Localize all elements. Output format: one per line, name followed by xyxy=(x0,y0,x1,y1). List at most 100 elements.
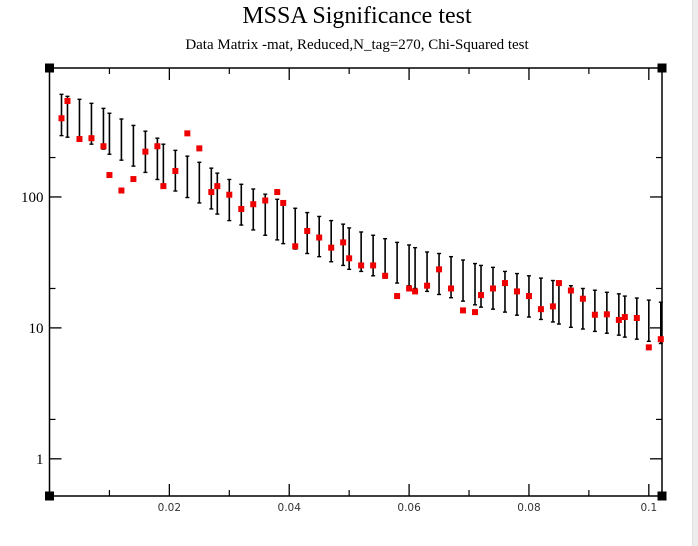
data-point xyxy=(591,311,598,318)
error-bar xyxy=(461,259,466,302)
y-tick-label: 10 xyxy=(29,321,44,337)
data-point xyxy=(106,172,113,179)
data-point xyxy=(58,115,65,122)
data-point xyxy=(525,293,532,300)
axis-tick-labels: 0.02 0.04 0.06 0.08 0.1 1 10 100 xyxy=(21,190,657,514)
error-bar xyxy=(251,188,256,231)
data-point xyxy=(184,130,191,137)
resize-handle[interactable] xyxy=(657,491,667,501)
data-point xyxy=(118,187,125,194)
error-bar xyxy=(550,279,555,323)
data-point xyxy=(76,136,83,143)
data-point xyxy=(160,183,167,190)
data-point xyxy=(412,288,419,295)
data-point xyxy=(448,285,455,292)
x-tick-label: 0.04 xyxy=(278,502,302,514)
data-point xyxy=(196,145,203,152)
x-tick-label: 0.08 xyxy=(517,502,540,514)
data-point xyxy=(292,243,299,250)
data-point xyxy=(645,344,652,351)
data-point xyxy=(214,183,221,190)
data-point xyxy=(88,135,95,142)
resize-handle[interactable] xyxy=(45,491,54,501)
axes-frame xyxy=(48,67,663,497)
data-point xyxy=(316,234,323,241)
error-bar xyxy=(161,143,166,186)
data-point xyxy=(657,336,664,343)
data-point xyxy=(208,189,215,196)
error-bar xyxy=(185,155,190,199)
data-point xyxy=(358,262,365,269)
error-bar xyxy=(59,93,64,137)
error-bar xyxy=(413,246,418,290)
data-point xyxy=(64,97,71,104)
data-point xyxy=(436,266,443,273)
data-point xyxy=(615,316,622,323)
error-bar xyxy=(209,167,214,210)
error-bar xyxy=(281,201,286,245)
error-bar xyxy=(538,277,543,321)
y-tick-label: 100 xyxy=(21,190,44,206)
resize-handle[interactable] xyxy=(657,63,667,73)
y-tick-label: 1 xyxy=(36,452,44,468)
data-point xyxy=(579,295,586,302)
data-point xyxy=(555,280,562,287)
error-bar xyxy=(329,219,334,263)
data-point xyxy=(489,285,496,292)
error-bar xyxy=(347,227,352,271)
error-bar xyxy=(227,178,232,222)
error-bar xyxy=(592,289,597,333)
data-point xyxy=(460,307,467,314)
data-point xyxy=(328,244,335,251)
data-point xyxy=(394,293,401,300)
resize-handle[interactable] xyxy=(45,63,54,73)
error-bar xyxy=(119,118,124,161)
data-point xyxy=(633,314,640,321)
data-point xyxy=(130,176,137,183)
x-tick-label: 0.06 xyxy=(397,502,421,514)
error-bar xyxy=(437,252,442,296)
chart-subtitle: Data Matrix -mat, Reduced,N_tag=270, Chi… xyxy=(185,37,529,53)
data-point xyxy=(172,167,179,174)
data-point xyxy=(346,255,353,262)
data-point xyxy=(304,227,311,234)
data-point xyxy=(478,292,485,299)
error-bar xyxy=(77,98,82,140)
data-point xyxy=(238,205,245,212)
error-bar xyxy=(556,282,561,325)
data-point xyxy=(406,285,413,292)
error-bar xyxy=(646,299,651,342)
error-bar xyxy=(473,262,478,306)
error-bar xyxy=(275,198,280,241)
window-edge-scrollbar[interactable] xyxy=(692,0,698,546)
error-bar xyxy=(449,255,454,299)
data-point xyxy=(274,189,281,196)
error-bar xyxy=(371,234,376,277)
data-point xyxy=(382,272,389,279)
error-bar xyxy=(293,207,298,250)
data-point xyxy=(549,303,556,310)
data-point xyxy=(154,143,161,150)
data-point xyxy=(513,288,520,295)
error-bar xyxy=(502,270,507,313)
error-bar xyxy=(101,107,106,150)
x-tick-label: 0.02 xyxy=(158,502,181,514)
data-point xyxy=(537,306,544,313)
data-point xyxy=(250,201,257,208)
data-point xyxy=(100,143,107,150)
selection-handles[interactable] xyxy=(45,63,667,501)
data-point xyxy=(142,148,149,155)
error-bar xyxy=(197,161,202,204)
data-point xyxy=(424,282,431,289)
data-point xyxy=(621,314,628,321)
data-point xyxy=(567,287,574,294)
data-point xyxy=(370,262,377,269)
error-bars-series xyxy=(59,93,663,345)
error-bar xyxy=(395,241,400,284)
error-bar xyxy=(580,287,585,330)
error-bar xyxy=(107,112,112,155)
axis-ticks xyxy=(49,68,662,496)
data-point xyxy=(280,199,287,206)
data-point xyxy=(603,311,610,318)
